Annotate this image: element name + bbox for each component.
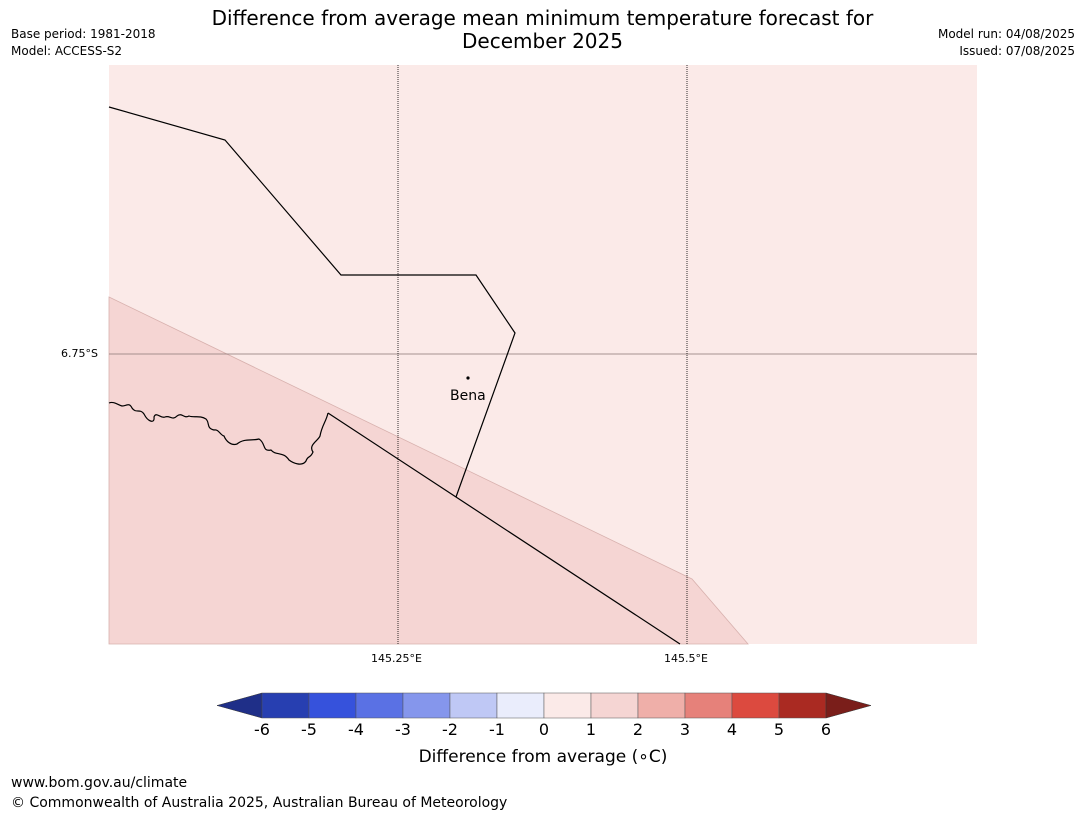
colorbar-tick-label: -5: [301, 720, 317, 739]
header-right-meta: Model run: 04/08/2025 Issued: 07/08/2025: [938, 26, 1075, 60]
colorbar-tick-label: 2: [632, 720, 644, 739]
colorbar-tick-label: 1: [585, 720, 597, 739]
issued-text: Issued: 07/08/2025: [959, 44, 1075, 58]
province-boundary-north: [108, 106, 516, 498]
title-line-1: Difference from average mean minimum tem…: [211, 6, 874, 30]
colorbar-tick-label: -3: [395, 720, 411, 739]
longitude-tick-label-2: 145.5°E: [664, 652, 708, 665]
latitude-tick-label: 6.75°S: [61, 347, 98, 360]
colorbar-tick-label: -4: [348, 720, 364, 739]
map-title: Difference from average mean minimum tem…: [160, 7, 925, 53]
longitude-tick-label-1: 145.25°E: [371, 652, 422, 665]
header-left-meta: Base period: 1981-2018 Model: ACCESS-S2: [11, 26, 156, 60]
footer-copyright: © Commonwealth of Australia 2025, Austra…: [11, 795, 508, 811]
colorbar-tick-label: 3: [679, 720, 691, 739]
base-period-text: Base period: 1981-2018: [11, 27, 156, 41]
colorbar-tick-label: -1: [489, 720, 505, 739]
model-text: Model: ACCESS-S2: [11, 44, 123, 58]
colorbar-tick-label: -2: [442, 720, 458, 739]
footer-url: www.bom.gov.au/climate: [11, 775, 188, 791]
bena-marker-icon: [466, 376, 470, 380]
colorbar-tick-label: 4: [726, 720, 738, 739]
coastline-river: [108, 401, 329, 465]
colorbar-label: Difference from average (∘C): [418, 747, 668, 767]
title-line-2: December 2025: [462, 29, 623, 53]
colorbar-tick-label: 0: [538, 720, 550, 739]
province-boundary-south: [327, 412, 681, 645]
colorbar-tick-label: 6: [820, 720, 832, 739]
anomaly-zone-1-to-2: [108, 296, 749, 645]
colorbar-tick-label: 5: [773, 720, 785, 739]
colorbar-tick-label: -6: [254, 720, 270, 739]
model-run-text: Model run: 04/08/2025: [937, 27, 1075, 41]
place-label-bena: Bena: [450, 388, 486, 404]
